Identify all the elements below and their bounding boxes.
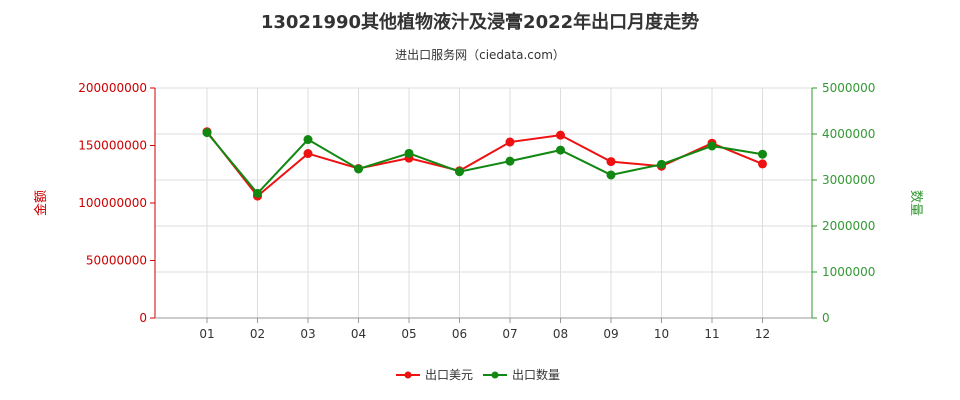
x-tick-label: 12 bbox=[755, 327, 770, 341]
data-point-quantity[interactable] bbox=[707, 141, 717, 151]
data-point-quantity[interactable] bbox=[505, 156, 515, 166]
data-point-quantity[interactable] bbox=[253, 188, 262, 198]
data-point-usd[interactable] bbox=[556, 130, 565, 140]
y-right-tick-label: 0 bbox=[822, 311, 830, 325]
y-right-tick-label: 4000000 bbox=[822, 127, 875, 141]
x-tick-label: 03 bbox=[300, 327, 315, 341]
data-point-usd[interactable] bbox=[606, 157, 616, 167]
y-axis-left-label: 金额 bbox=[33, 190, 49, 216]
data-point-quantity[interactable] bbox=[202, 128, 212, 138]
x-tick-label: 05 bbox=[401, 327, 416, 341]
legend-label-usd: 出口美元 bbox=[425, 368, 473, 382]
data-point-usd[interactable] bbox=[758, 159, 767, 169]
y-left-tick-label: 100000000 bbox=[78, 196, 147, 210]
chart-title: 13021990其他植物液汁及浸膏2022年出口月度走势 bbox=[260, 12, 700, 33]
y-right-tick-label: 2000000 bbox=[822, 219, 875, 233]
y-left-tick-label: 0 bbox=[139, 311, 147, 325]
tick-labels: 0500000001000000001500000002000000000100… bbox=[78, 81, 875, 341]
data-point-usd[interactable] bbox=[303, 149, 313, 159]
y-right-tick-label: 3000000 bbox=[822, 173, 875, 187]
x-tick-label: 11 bbox=[704, 327, 719, 341]
axes bbox=[150, 87, 817, 323]
data-point-quantity[interactable] bbox=[556, 145, 565, 155]
grid bbox=[155, 87, 812, 318]
series bbox=[202, 127, 767, 201]
chart-subtitle: 进出口服务网（ciedata.com） bbox=[395, 48, 565, 62]
data-point-quantity[interactable] bbox=[354, 164, 363, 174]
data-point-quantity[interactable] bbox=[455, 167, 464, 177]
data-point-usd[interactable] bbox=[505, 137, 515, 147]
x-tick-label: 06 bbox=[452, 327, 467, 341]
data-point-quantity[interactable] bbox=[758, 149, 767, 159]
legend-item-quantity[interactable]: 出口数量 bbox=[483, 367, 560, 382]
y-right-tick-label: 5000000 bbox=[822, 81, 875, 95]
x-tick-label: 08 bbox=[553, 327, 568, 341]
series-line-usd bbox=[206, 131, 763, 198]
data-point-quantity[interactable] bbox=[404, 148, 414, 158]
data-point-quantity[interactable] bbox=[606, 170, 616, 180]
x-tick-label: 10 bbox=[654, 327, 669, 341]
legend-item-usd[interactable]: 出口美元 bbox=[396, 368, 473, 382]
legend: 出口美元 出口数量 bbox=[396, 367, 560, 382]
x-tick-label: 01 bbox=[199, 327, 214, 341]
data-point-quantity[interactable] bbox=[303, 135, 313, 145]
legend-label-quantity: 出口数量 bbox=[512, 367, 560, 382]
data-point-quantity[interactable] bbox=[657, 159, 666, 169]
x-tick-label: 09 bbox=[603, 327, 618, 341]
y-left-tick-label: 150000000 bbox=[78, 139, 147, 153]
x-tick-label: 07 bbox=[502, 327, 517, 341]
y-axis-right-label: 数量 bbox=[908, 190, 923, 216]
x-tick-label: 02 bbox=[250, 327, 265, 341]
y-left-tick-label: 50000000 bbox=[86, 254, 147, 268]
y-left-tick-label: 200000000 bbox=[78, 81, 147, 95]
x-tick-label: 04 bbox=[351, 327, 366, 341]
series-line-quantity bbox=[206, 131, 763, 195]
y-right-tick-label: 1000000 bbox=[822, 265, 875, 279]
